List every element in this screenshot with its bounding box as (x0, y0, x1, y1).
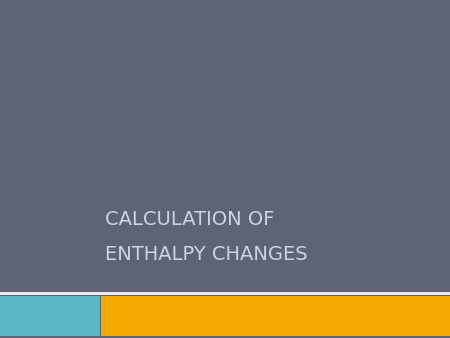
Text: CALCULATION OF: CALCULATION OF (105, 210, 274, 229)
Bar (0, 296, 100, 336)
Text: ENTHALPY CHANGES: ENTHALPY CHANGES (105, 245, 308, 264)
Bar (101, 296, 450, 336)
Bar (0, 292, 450, 295)
